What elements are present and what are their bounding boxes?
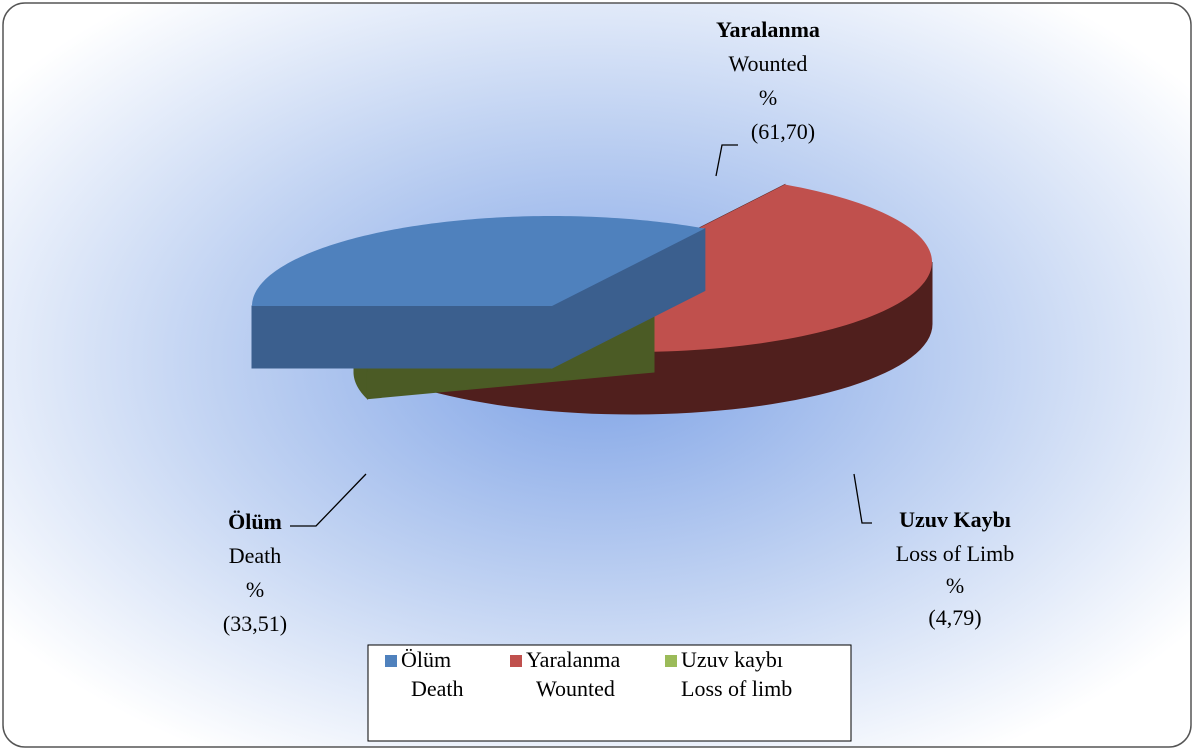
legend-swatch <box>385 655 397 667</box>
label-sub: Wounted <box>729 51 808 76</box>
legend-sublabel: Death <box>411 676 464 701</box>
legend-sublabel: Loss of limb <box>681 676 792 701</box>
pie <box>251 183 933 415</box>
label-unit: % <box>246 577 264 602</box>
label-unit: % <box>759 85 777 110</box>
legend-label: Yaralanma <box>526 647 621 672</box>
label-sub: Death <box>229 543 282 568</box>
slice-face <box>551 227 706 369</box>
legend-box <box>367 644 852 742</box>
legend-label: Ölüm <box>401 647 451 672</box>
slice-face <box>251 305 553 369</box>
legend-swatch <box>510 655 522 667</box>
data-labels: Yaralanma Wounted % (61,70) Ölüm Death %… <box>223 17 1014 636</box>
leader-line <box>715 144 738 177</box>
slice <box>252 216 705 306</box>
leader-line <box>290 473 367 527</box>
label-value: (4,79) <box>928 605 981 630</box>
label-sub: Loss of Limb <box>896 541 1015 566</box>
label-value: (33,51) <box>223 611 287 636</box>
label-name: Yaralanma <box>716 17 820 42</box>
legend-sublabel: Wounted <box>536 676 615 701</box>
legend-swatch <box>665 655 677 667</box>
label-name: Ölüm <box>228 509 282 534</box>
legend-label: Uzuv kaybı <box>681 647 783 672</box>
label-value: (61,70) <box>751 119 815 144</box>
legend: Ölüm Death Yaralanma Wounted Uzuv kaybı Loss … <box>367 644 852 742</box>
leader-lines <box>290 144 872 527</box>
leader-line <box>853 473 872 524</box>
label-name: Uzuv Kaybı <box>899 507 1011 532</box>
label-unit: % <box>946 573 964 598</box>
